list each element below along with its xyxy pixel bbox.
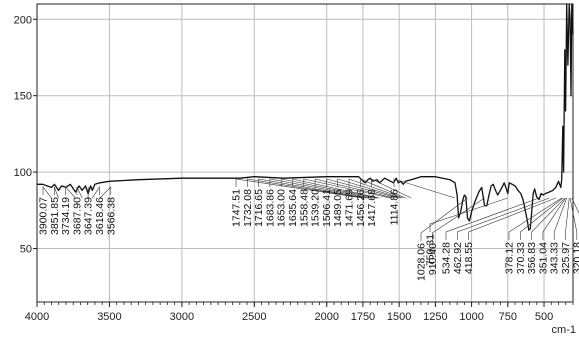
peak-label: 3647.39 — [83, 197, 95, 235]
peak-label: 1635.64 — [287, 189, 299, 227]
peak-leader — [76, 186, 83, 199]
x-tick-label: 4000 — [25, 311, 49, 323]
peak-leader — [542, 197, 566, 240]
peak-leader — [337, 178, 401, 199]
axes: 4000 3500 3000 2500 2000 1750 1500 1250 1000 750 5… — [14, 3, 574, 323]
peak-label: 1489.05 — [332, 189, 344, 227]
x-tick-label: 2000 — [314, 311, 338, 323]
x-tick-label: 1500 — [387, 311, 411, 323]
peak-label: 1747.51 — [231, 189, 243, 227]
peak-leader — [258, 178, 368, 199]
peak-label: 325.97 — [560, 242, 572, 274]
peak-label: 418.55 — [463, 242, 475, 274]
peak-label: 3734.19 — [60, 197, 72, 235]
peak-leader — [247, 178, 366, 199]
peak-label: 356.83 — [526, 242, 538, 274]
peak-label: 351.04 — [537, 242, 549, 274]
peak-leader — [65, 186, 76, 199]
plot-frame — [36, 3, 574, 303]
x-tick-label: 3000 — [170, 311, 194, 323]
spectrum-series — [37, 3, 574, 231]
peak-label: 343.33 — [549, 242, 561, 274]
peak-leader — [42, 186, 52, 199]
x-tick-label: 500 — [535, 311, 553, 323]
peak-leader — [456, 197, 550, 240]
peak-label: 1417.68 — [366, 189, 378, 227]
peak-leader — [292, 178, 380, 199]
peak-label: 1716.65 — [253, 189, 265, 227]
y-tick-label: 200 — [14, 14, 32, 26]
peak-label: 1732.08 — [242, 189, 254, 227]
peak-annotations: 3900.07 3851.85 3734.19 3687.90 3647.39 3618.… — [38, 178, 579, 281]
peak-leader — [393, 178, 456, 199]
peak-label: 1506.41 — [321, 189, 333, 227]
grid — [36, 4, 573, 302]
x-tick-label: 2500 — [242, 311, 266, 323]
peak-leader — [99, 186, 112, 199]
y-tick-label: 150 — [14, 91, 32, 103]
peak-label: 534.28 — [441, 242, 453, 274]
peak-label: 3851.85 — [49, 197, 61, 235]
x-tick-label: 750 — [499, 311, 517, 323]
peak-leader — [420, 197, 468, 241]
peak-leader — [553, 197, 568, 240]
peak-leader — [303, 178, 391, 199]
peak-label: 1471.69 — [344, 189, 356, 227]
peak-leader — [429, 197, 508, 232]
peak-leader — [531, 197, 565, 240]
peak-label: 1114.86 — [389, 189, 401, 226]
x-unit-label: cm-1 — [552, 324, 576, 336]
peak-leader — [445, 197, 540, 240]
peak-leader — [431, 197, 485, 241]
y-tick-label: 50 — [20, 244, 32, 256]
peak-label: 1028.06 — [416, 243, 428, 281]
peak-label: 320.18 — [571, 242, 579, 274]
peak-leader — [348, 178, 404, 199]
peak-label: 910.40 — [427, 243, 439, 275]
peak-leader — [269, 178, 373, 199]
peak-label: 750.31 — [425, 234, 437, 266]
x-tick-label: 1000 — [459, 311, 483, 323]
peak-leader — [326, 178, 399, 199]
peak-leader — [565, 197, 570, 240]
peak-leader — [359, 178, 406, 199]
peak-label: 3900.07 — [38, 197, 50, 235]
peak-leader — [314, 178, 394, 199]
peak-label: 1456.26 — [355, 189, 367, 227]
x-tick-label: 1250 — [423, 311, 447, 323]
peak-leader — [468, 197, 556, 240]
peak-label: 1683.86 — [264, 189, 276, 227]
peak-leader — [519, 197, 563, 240]
peak-leader — [92, 185, 100, 199]
x-tick-label: 1750 — [351, 311, 375, 323]
peak-leader — [53, 186, 59, 199]
peak-label: 3618.46 — [94, 197, 106, 235]
peak-leader — [235, 178, 364, 199]
peak-label: 1653.00 — [276, 189, 288, 227]
spectrum-line — [37, 3, 574, 231]
peak-leader — [571, 197, 579, 214]
peak-label: 378.12 — [504, 242, 516, 274]
peak-label: 1539.20 — [310, 189, 322, 227]
peak-leader — [569, 197, 578, 240]
peak-label: 370.33 — [515, 242, 527, 274]
peak-label: 462.92 — [452, 242, 464, 274]
peak-label: 1558.48 — [298, 189, 310, 227]
y-tick-label: 100 — [14, 167, 32, 179]
peak-leader — [371, 178, 412, 199]
peak-leader — [280, 178, 378, 199]
x-tick-label: 3500 — [97, 311, 121, 323]
peak-label: 3566.38 — [105, 197, 117, 235]
peak-label: 3687.90 — [71, 197, 83, 235]
peak-leader — [508, 197, 562, 240]
